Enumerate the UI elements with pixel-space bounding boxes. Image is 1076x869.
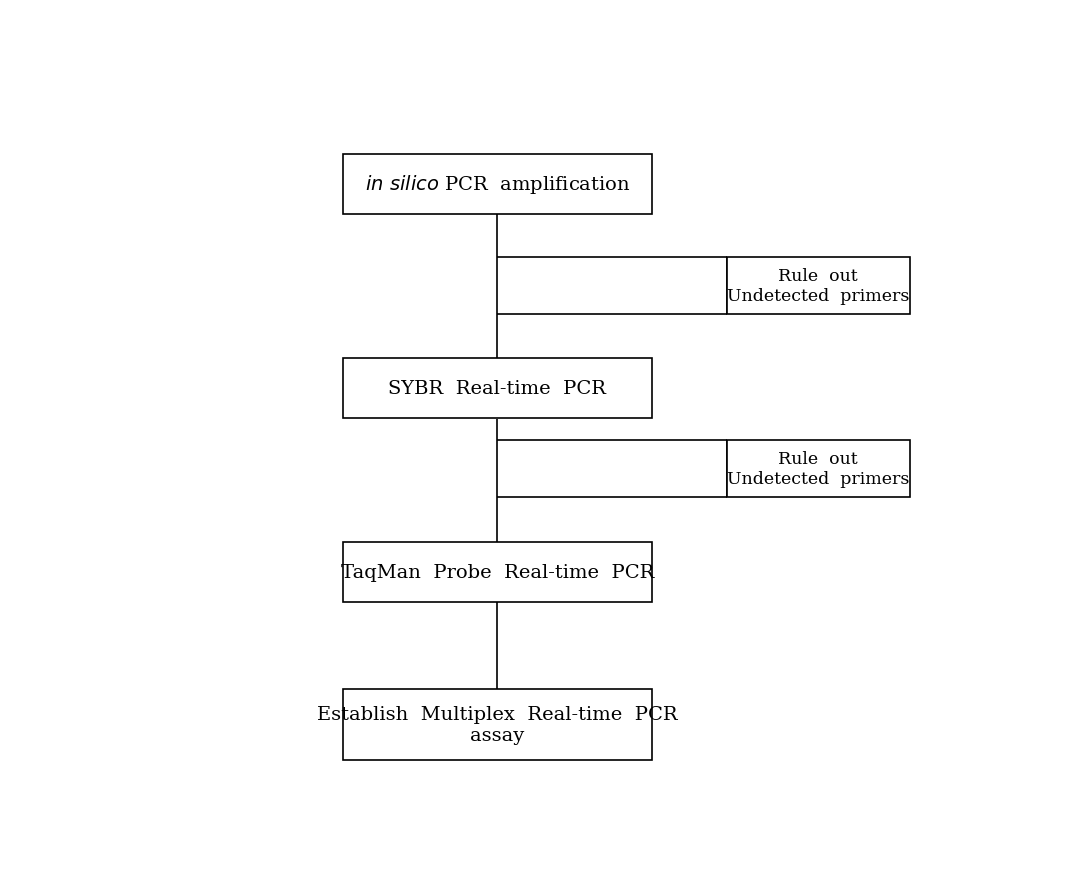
FancyBboxPatch shape	[726, 441, 910, 497]
FancyBboxPatch shape	[343, 359, 652, 419]
FancyBboxPatch shape	[343, 155, 652, 215]
Text: Rule  out
Undetected  primers: Rule out Undetected primers	[727, 451, 909, 488]
FancyBboxPatch shape	[343, 689, 652, 760]
FancyBboxPatch shape	[726, 258, 910, 315]
Text: SYBR  Real-time  PCR: SYBR Real-time PCR	[388, 380, 606, 398]
Text: $\mathit{in\ silico}$ PCR  amplification: $\mathit{in\ silico}$ PCR amplification	[365, 173, 629, 196]
FancyBboxPatch shape	[343, 542, 652, 603]
Text: Rule  out
Undetected  primers: Rule out Undetected primers	[727, 268, 909, 304]
Text: Establish  Multiplex  Real-time  PCR
assay: Establish Multiplex Real-time PCR assay	[317, 705, 678, 744]
Text: TaqMan  Probe  Real-time  PCR: TaqMan Probe Real-time PCR	[341, 564, 654, 581]
